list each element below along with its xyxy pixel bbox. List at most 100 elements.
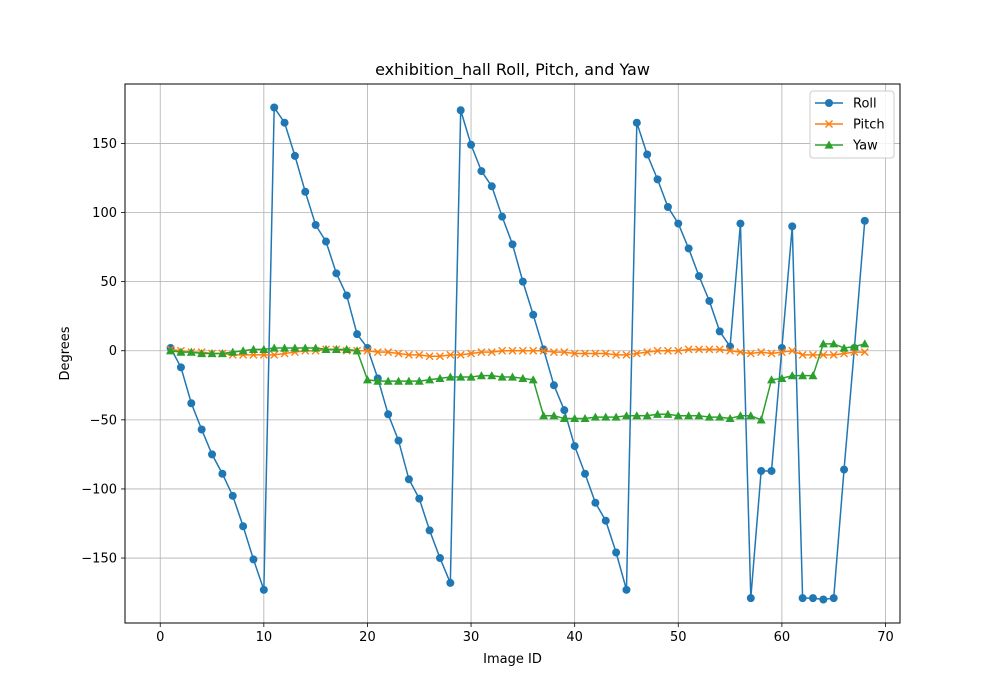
y-tick-label: −100 xyxy=(81,482,117,497)
roll-point xyxy=(674,219,683,228)
roll-point xyxy=(518,277,527,286)
roll-point xyxy=(239,522,248,531)
roll-point xyxy=(601,516,610,525)
roll-point xyxy=(860,216,869,225)
y-tick-label: −50 xyxy=(90,413,117,428)
pitch-point xyxy=(695,345,703,354)
yaw-point xyxy=(725,413,735,423)
roll-point xyxy=(363,343,372,352)
x-marker-stroke xyxy=(425,352,434,361)
x-marker-stroke xyxy=(394,349,403,358)
yaw-point xyxy=(777,373,787,382)
roll-point xyxy=(259,585,268,594)
legend-label-pitch: Pitch xyxy=(853,118,885,133)
yaw-point xyxy=(342,344,352,353)
pitch-point xyxy=(487,348,496,357)
roll-point xyxy=(228,491,237,500)
roll-point xyxy=(612,548,621,557)
yaw-point xyxy=(653,409,663,418)
yaw-point xyxy=(539,411,549,420)
x-marker-stroke xyxy=(746,349,755,358)
y-tick-label: 100 xyxy=(92,206,117,221)
yaw-point xyxy=(362,375,372,384)
yaw-point xyxy=(207,349,217,358)
yaw-point xyxy=(704,412,714,421)
yaw-point xyxy=(217,349,227,358)
roll-point xyxy=(353,330,362,339)
y-tick-label: 0 xyxy=(109,344,117,359)
yaw-point xyxy=(508,372,517,381)
x-marker-stroke xyxy=(508,346,517,355)
roll-point xyxy=(767,466,776,475)
roll-point xyxy=(384,410,393,419)
legend-box xyxy=(809,90,895,159)
yaw-point xyxy=(404,376,414,385)
pitch-point xyxy=(653,346,662,355)
x-marker-stroke xyxy=(446,350,455,359)
yaw-point xyxy=(611,412,621,421)
roll-point xyxy=(415,494,424,503)
x-marker-stroke xyxy=(570,349,579,358)
x-marker-stroke xyxy=(663,346,672,355)
yaw-point xyxy=(808,371,818,380)
roll-point xyxy=(425,526,434,535)
x-marker-stroke xyxy=(518,346,527,355)
x-marker-stroke xyxy=(477,348,486,357)
yaw-point xyxy=(394,376,404,385)
roll-point xyxy=(435,554,444,563)
x-marker-stroke xyxy=(581,349,590,358)
roll-point xyxy=(456,106,465,115)
yaw-point xyxy=(373,376,383,385)
pitch-point xyxy=(632,349,641,358)
x-marker-stroke xyxy=(705,345,714,354)
yaw-point xyxy=(248,344,258,353)
yaw-point xyxy=(746,411,756,420)
x-marker-stroke xyxy=(270,350,279,359)
x-marker-stroke xyxy=(404,350,413,359)
pitch-point xyxy=(808,350,817,359)
roll-point xyxy=(570,442,579,451)
x-marker-stroke xyxy=(777,348,786,357)
pitch-point xyxy=(684,345,693,354)
pitch-point xyxy=(529,346,538,355)
x-marker-stroke xyxy=(695,345,703,354)
x-marker-stroke xyxy=(767,349,776,358)
pitch-point xyxy=(798,350,807,359)
roll-point xyxy=(332,269,341,278)
roll-point xyxy=(549,381,558,390)
roll-point xyxy=(280,118,289,127)
yaw-point xyxy=(559,413,569,423)
roll-point xyxy=(477,167,486,176)
yaw-point xyxy=(756,415,766,424)
yaw-point xyxy=(632,411,642,420)
pitch-point xyxy=(715,345,724,354)
yaw-point xyxy=(352,346,362,355)
roll-point xyxy=(684,244,693,253)
x-marker-stroke xyxy=(373,348,382,357)
pitch-point xyxy=(446,350,455,359)
x-marker-stroke xyxy=(384,348,393,357)
yaw-point xyxy=(684,411,694,420)
pitch-point xyxy=(705,345,714,354)
x-marker-stroke xyxy=(643,348,652,357)
x-marker-stroke xyxy=(498,346,507,355)
roll-point xyxy=(404,475,413,484)
pitch-point xyxy=(425,352,434,361)
x-marker-stroke xyxy=(601,349,610,358)
roll-point xyxy=(777,343,786,352)
yaw-point xyxy=(414,376,424,385)
legend: Roll Pitch Yaw xyxy=(809,90,895,159)
x-tick-label: 10 xyxy=(256,630,273,645)
roll-point xyxy=(342,291,351,300)
x-marker-stroke xyxy=(736,348,745,357)
roll-point xyxy=(249,555,258,564)
x-tick-label: 70 xyxy=(877,630,894,645)
yaw-point xyxy=(456,372,466,381)
pitch-point xyxy=(560,348,569,357)
x-marker-stroke xyxy=(539,346,548,355)
yaw-point xyxy=(269,343,279,352)
yaw-point xyxy=(186,347,196,356)
yaw-point xyxy=(228,347,238,356)
pitch-point xyxy=(467,349,476,358)
